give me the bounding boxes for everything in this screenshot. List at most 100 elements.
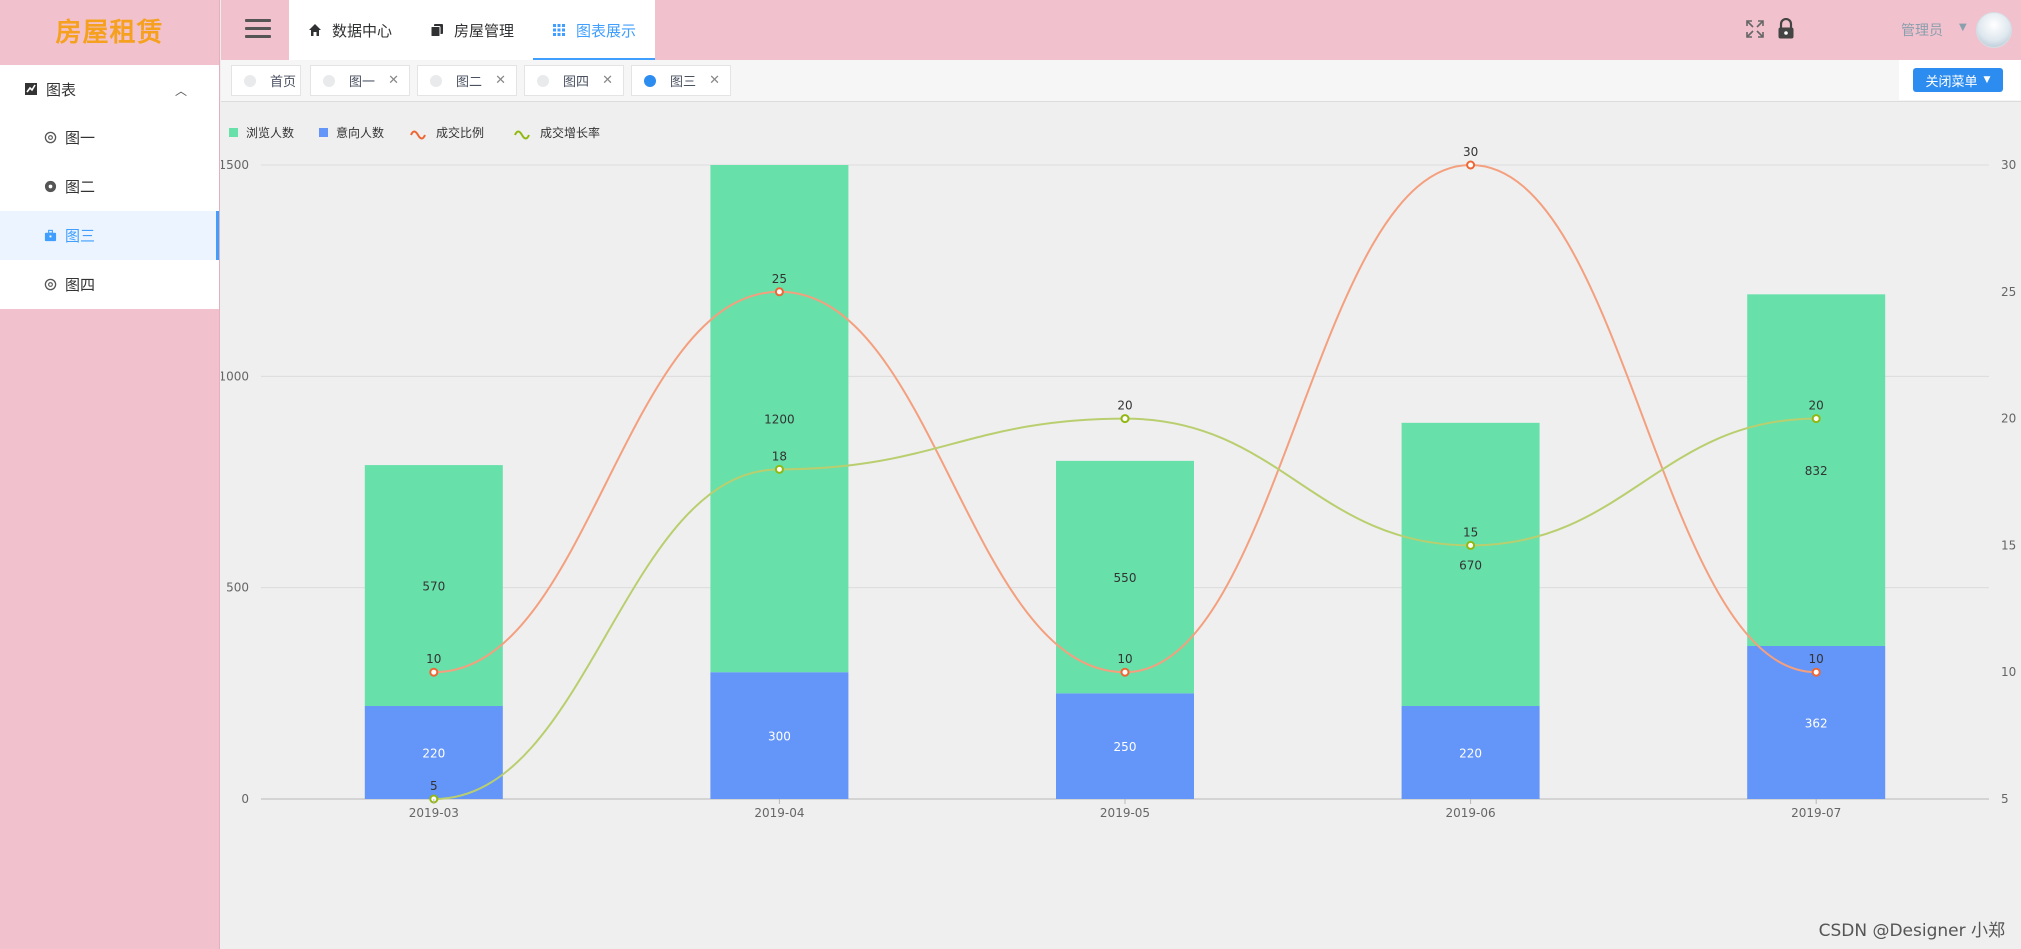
nav-data-center[interactable]: 数据中心 xyxy=(289,0,411,60)
bar-intent xyxy=(1056,693,1194,799)
legend-label: 浏览人数 xyxy=(246,125,294,140)
nav-label: 图表展示 xyxy=(576,21,637,40)
bar-browse xyxy=(364,465,503,707)
bar-browse xyxy=(1056,460,1194,694)
aperture-icon xyxy=(44,131,57,144)
close-menu-button[interactable]: 关闭菜单 ▼ xyxy=(1913,68,2003,92)
tab-chart-1[interactable]: 图一 ✕ xyxy=(310,65,410,96)
bar-browse-label: 832 xyxy=(1805,464,1828,478)
sidebar-item-chart-4[interactable]: 图四 xyxy=(0,260,219,309)
y-right-tick-label: 15 xyxy=(2001,538,2016,552)
chart-data-labels: 220 570 300 1200 250 550 220 670 362 832 10 25 10 30 1… xyxy=(422,145,1827,793)
line-ratio xyxy=(433,163,1817,674)
close-menu-label: 关闭菜单 xyxy=(1925,74,1978,90)
y-left-tick-label: 0 xyxy=(241,792,249,806)
y-left-tick-label: 1000 xyxy=(221,369,249,383)
tab-label: 图三 xyxy=(670,75,697,90)
x-tick-label: 2019-06 xyxy=(1446,806,1496,820)
tab-dot-icon xyxy=(244,74,256,87)
close-icon[interactable]: ✕ xyxy=(602,73,613,88)
bar-intent xyxy=(1401,706,1540,799)
sidebar-item-label: 图三 xyxy=(65,227,96,245)
lock-icon[interactable] xyxy=(1777,18,1795,40)
tab-label: 图四 xyxy=(563,75,590,90)
bar-browse-label: 1200 xyxy=(764,413,795,427)
line-point xyxy=(1811,414,1821,424)
line-point-label: 10 xyxy=(426,652,441,666)
caret-down-icon[interactable]: ▼ xyxy=(1959,22,1967,33)
legend-swatch xyxy=(410,130,426,140)
user-name[interactable]: 管理员 xyxy=(1901,23,1943,39)
bar-browse xyxy=(1401,422,1540,707)
bar-browse xyxy=(1747,294,1886,646)
sidebar-menu: 图表 ︿ 图一 图二 图三 图四 xyxy=(0,65,219,309)
nav-chart-display[interactable]: 图表展示 xyxy=(533,0,656,60)
top-header: 数据中心 房屋管理 图表展示 管理员 ▼ xyxy=(221,0,2021,60)
tab-chart-2[interactable]: 图二 ✕ xyxy=(417,65,517,96)
bar-intent-label: 250 xyxy=(1114,740,1137,754)
bar-browse xyxy=(710,165,849,673)
avatar[interactable] xyxy=(1976,12,2012,48)
sidebar-group-charts[interactable]: 图表 ︿ xyxy=(0,65,219,113)
line-point xyxy=(1466,160,1476,170)
tab-label: 图一 xyxy=(349,75,376,90)
hamburger-menu-icon[interactable] xyxy=(245,19,271,39)
sidebar-item-chart-3[interactable]: 图三 xyxy=(0,211,219,260)
nav-house-management[interactable]: 房屋管理 xyxy=(411,0,533,60)
line-point xyxy=(429,667,439,677)
bar-browse-label: 550 xyxy=(1114,571,1137,585)
legend-swatch xyxy=(229,128,238,137)
top-nav: 数据中心 房屋管理 图表展示 xyxy=(289,0,656,60)
shutter-icon xyxy=(44,180,57,193)
line-point-label: 18 xyxy=(772,449,787,463)
app-logo: 房屋租赁 xyxy=(55,17,164,48)
x-tick-label: 2019-05 xyxy=(1100,806,1150,820)
legend-swatch xyxy=(319,128,328,137)
chart-icon xyxy=(25,83,37,95)
sidebar-item-chart-2[interactable]: 图二 xyxy=(0,162,219,211)
bar-browse-label: 670 xyxy=(1459,558,1482,572)
fullscreen-icon[interactable] xyxy=(1745,19,1765,39)
tab-dot-icon xyxy=(323,74,335,87)
line-point-label: 5 xyxy=(430,779,438,793)
chart-legend: 浏览人数 意向人数 成交比例 成交增长率 xyxy=(229,125,600,140)
line-point-label: 30 xyxy=(1463,145,1478,159)
line-point-label: 20 xyxy=(1117,399,1132,413)
tab-chart-3[interactable]: 图三 ✕ xyxy=(631,65,731,96)
tab-dot-icon xyxy=(537,74,549,87)
sidebar: 房屋租赁 图表 ︿ 图一 图二 图三 图四 xyxy=(0,0,220,949)
y-right-tick-label: 5 xyxy=(2001,792,2009,806)
tab-home[interactable]: 首页 xyxy=(231,65,301,96)
chevron-up-icon: ︿ xyxy=(174,84,187,98)
home-icon xyxy=(309,24,321,36)
close-icon[interactable]: ✕ xyxy=(709,73,720,88)
close-icon[interactable]: ✕ xyxy=(388,73,399,88)
bar-intent-label: 220 xyxy=(1459,747,1482,761)
legend-label: 成交比例 xyxy=(436,125,484,140)
tab-dot-icon xyxy=(430,74,442,87)
line-point-label: 10 xyxy=(1809,652,1824,666)
line-point-label: 20 xyxy=(1809,399,1824,413)
chart-bars xyxy=(364,165,1886,799)
tab-label: 首页 xyxy=(270,75,297,90)
tab-label: 图二 xyxy=(456,75,483,90)
nav-label: 数据中心 xyxy=(332,21,393,40)
line-point-label: 10 xyxy=(1117,652,1132,666)
legend-swatch xyxy=(514,130,530,140)
bar-intent-label: 300 xyxy=(768,730,791,744)
line-point-label: 15 xyxy=(1463,525,1478,539)
line-point xyxy=(1120,667,1130,677)
close-icon[interactable]: ✕ xyxy=(495,73,506,88)
bar-intent xyxy=(710,672,849,799)
sidebar-item-label: 图一 xyxy=(65,129,96,147)
bar-intent xyxy=(364,706,503,799)
y-right-tick-label: 20 xyxy=(2001,412,2016,426)
y-right-tick-label: 10 xyxy=(2001,665,2016,679)
x-tick-label: 2019-07 xyxy=(1791,806,1841,820)
line-point xyxy=(1811,667,1821,677)
sidebar-item-chart-1[interactable]: 图一 xyxy=(0,113,219,162)
tab-chart-4[interactable]: 图四 ✕ xyxy=(524,65,624,96)
line-point xyxy=(774,464,784,474)
